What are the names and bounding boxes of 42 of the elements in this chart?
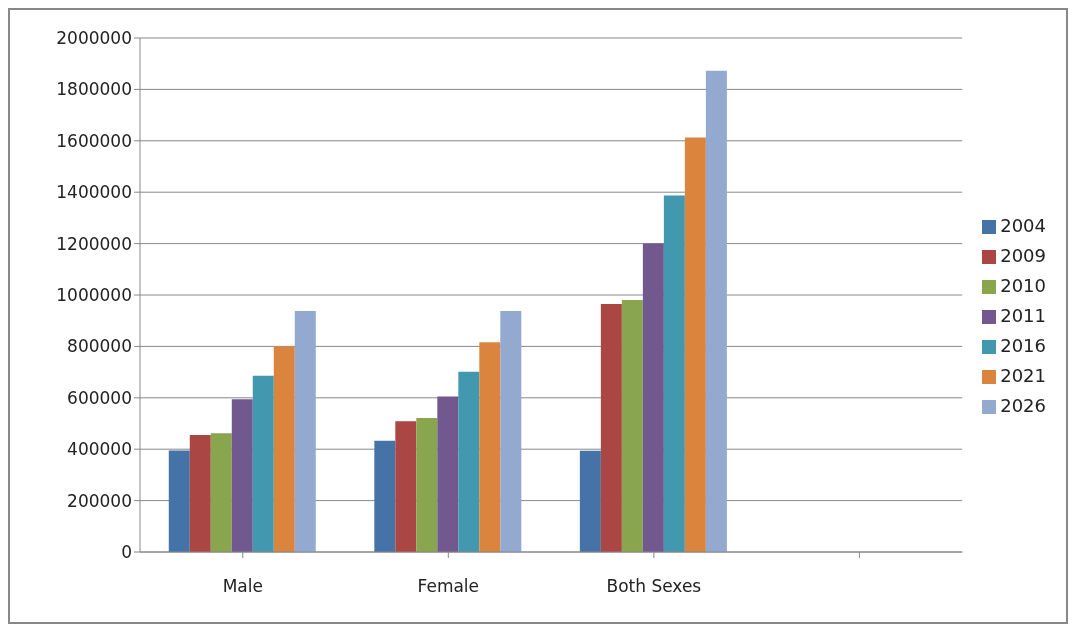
y-tick-label: 400000 <box>67 439 132 460</box>
y-tick-label: 1800000 <box>56 79 132 100</box>
y-tick-label: 1600000 <box>56 130 132 151</box>
bar <box>479 342 501 552</box>
y-tick-label: 2000000 <box>56 28 132 49</box>
bar <box>600 304 622 552</box>
bar <box>210 433 232 552</box>
y-tick-label: 0 <box>121 542 132 563</box>
bar <box>231 399 253 552</box>
y-tick-label: 200000 <box>67 490 132 511</box>
legend-label: 2021 <box>1000 365 1046 386</box>
y-tick-label: 1000000 <box>56 285 132 306</box>
bar <box>294 310 316 552</box>
y-tick-label: 800000 <box>67 336 132 357</box>
bar <box>579 450 601 552</box>
bar <box>252 375 274 552</box>
bar <box>458 371 480 552</box>
y-tick-label: 1400000 <box>56 182 132 203</box>
legend-label: 2011 <box>1000 305 1046 326</box>
bar <box>395 421 417 552</box>
bar <box>684 137 706 552</box>
bar <box>168 450 190 552</box>
legend-label: 2009 <box>1000 245 1046 266</box>
y-tick-label: 1200000 <box>56 233 132 254</box>
legend-label: 2010 <box>1000 275 1046 296</box>
bar <box>621 299 643 552</box>
bar <box>416 418 438 552</box>
bar <box>437 396 459 552</box>
bar <box>705 70 727 552</box>
bar <box>189 435 211 552</box>
legend-label: 2026 <box>1000 395 1046 416</box>
bar <box>642 243 664 552</box>
bar <box>273 346 295 552</box>
bar <box>663 195 685 552</box>
y-tick-label: 600000 <box>67 387 132 408</box>
x-tick-label: Male <box>222 576 263 597</box>
x-tick-label: Both Sexes <box>606 576 702 597</box>
x-tick-label: Female <box>417 576 480 597</box>
legend-label: 2004 <box>1000 215 1046 236</box>
bar <box>374 440 396 552</box>
legend-label: 2016 <box>1000 335 1046 356</box>
bar <box>500 310 522 552</box>
